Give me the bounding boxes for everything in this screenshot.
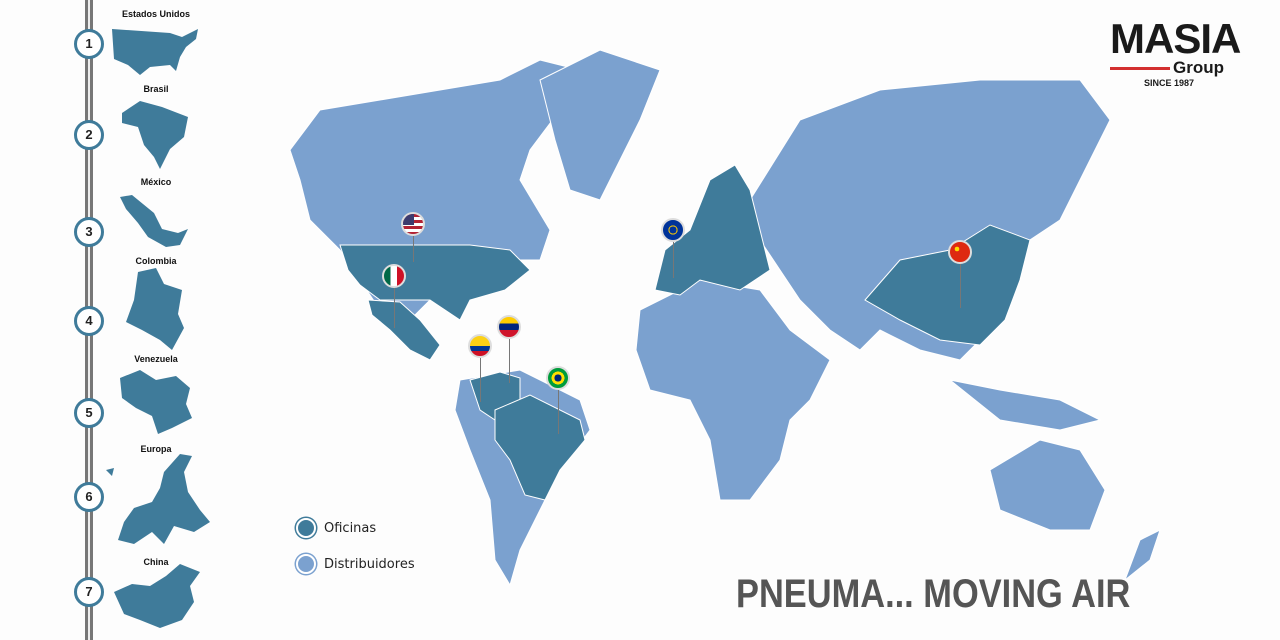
step-label-europa: Europa [140, 444, 172, 454]
step-label-venezuela: Venezuela [134, 354, 178, 364]
logo-since-text: SINCE 1987 [1144, 78, 1195, 88]
legend-offices: Oficinas [296, 518, 376, 538]
pin-venezuela[interactable] [497, 315, 521, 383]
pin-stem [509, 339, 510, 383]
greenland-region [539, 49, 661, 201]
pin-stem [558, 390, 559, 434]
pin-usa[interactable] [401, 212, 425, 262]
pin-stem [413, 236, 414, 262]
australia-region [989, 439, 1106, 531]
brazil-silhouette [122, 101, 188, 169]
step-label-mexico: México [140, 177, 172, 187]
distributors-swatch-icon [296, 554, 316, 574]
slogan: PNEUMA... MOVING AIR [736, 572, 1131, 616]
pin-brazil[interactable] [546, 366, 570, 434]
colombia-silhouette [126, 268, 184, 350]
china-flag-icon [948, 240, 972, 264]
european-union-flag-icon [661, 218, 685, 242]
step-label-china: China [143, 557, 169, 567]
pin-europe[interactable] [661, 218, 685, 278]
pin-china[interactable] [948, 240, 972, 308]
logo-main-text: MASIA [1110, 15, 1241, 62]
europe-office-region [654, 164, 771, 296]
step-badge-2: 2 [74, 120, 104, 150]
step-badge-6: 6 [74, 482, 104, 512]
china-silhouette [114, 564, 200, 628]
legend-distributors-label: Distribuidores [324, 556, 415, 572]
step-badge-3: 3 [74, 217, 104, 247]
china-office-region [864, 224, 1031, 346]
united-states-flag-icon [401, 212, 425, 236]
offices-swatch-icon [296, 518, 316, 538]
pin-stem [394, 288, 395, 328]
step-label-brasil: Brasil [143, 84, 169, 94]
pin-stem [480, 358, 481, 402]
legend-offices-label: Oficinas [324, 520, 377, 536]
new-zealand-region [1123, 529, 1161, 582]
brazil-flag-icon [546, 366, 570, 390]
brazil-office-region [494, 394, 586, 501]
mexico-silhouette [120, 195, 188, 247]
colombia-flag-icon [468, 334, 492, 358]
europe-silhouette [106, 454, 210, 544]
usa-office-region [339, 244, 531, 321]
step-badge-7: 7 [74, 577, 104, 607]
step-badge-4: 4 [74, 306, 104, 336]
logo-sub-text: Group [1173, 58, 1224, 77]
pin-stem [960, 264, 961, 308]
legend-distributors: Distribuidores [296, 554, 415, 574]
venezuela-silhouette [120, 370, 192, 434]
step-badge-1: 1 [74, 29, 104, 59]
venezuela-flag-icon [497, 315, 521, 339]
africa-region [635, 279, 831, 501]
southeast-asia-region [949, 379, 1102, 431]
logo-red-line [1110, 66, 1170, 70]
pin-colombia[interactable] [468, 334, 492, 402]
step-label-colombia: Colombia [135, 256, 177, 266]
step-badge-5: 5 [74, 398, 104, 428]
mexico-flag-icon [382, 264, 406, 288]
mexico-office-region [367, 299, 441, 361]
pin-mexico[interactable] [382, 264, 406, 328]
masia-group-logo: MASIA Group SINCE 1987 [1110, 15, 1245, 88]
pin-stem [673, 242, 674, 278]
step-label-usa: Estados Unidos [121, 9, 190, 19]
usa-silhouette [112, 29, 198, 75]
